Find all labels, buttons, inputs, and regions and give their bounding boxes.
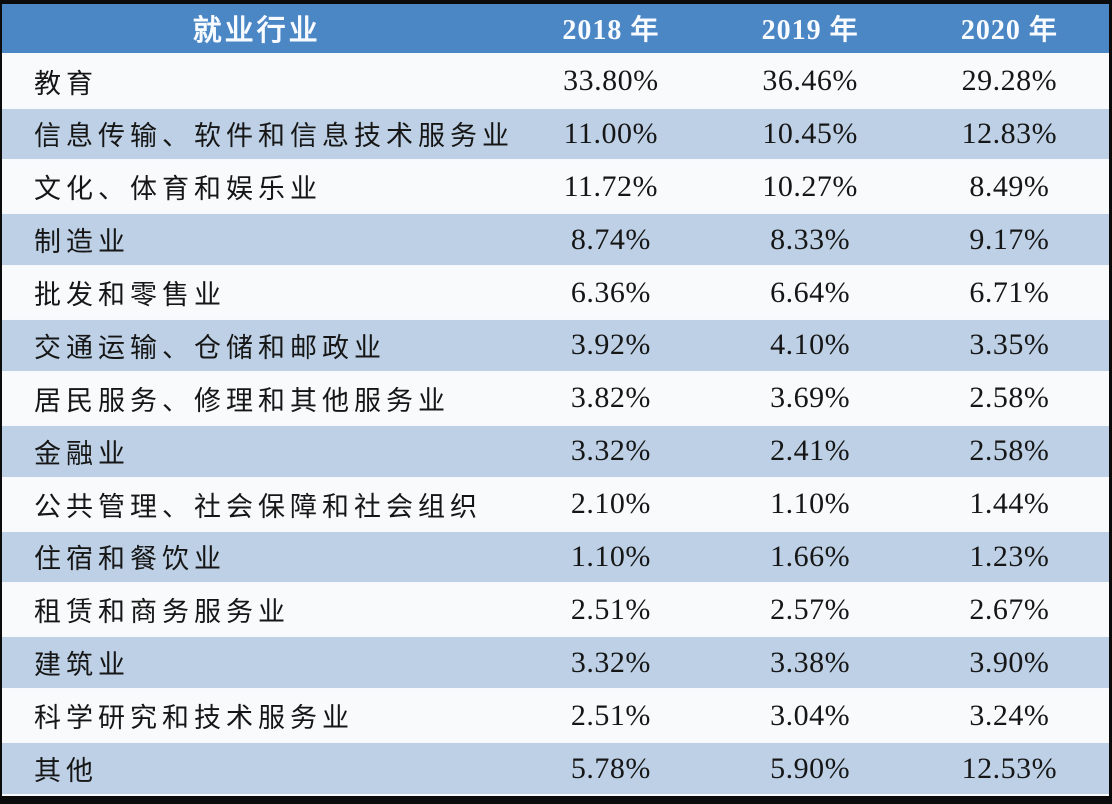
industry-cell: 居民服务、修理和其他服务业 <box>2 371 512 425</box>
table-row: 金融业 3.32% 2.41% 2.58% <box>2 424 1109 478</box>
table-row: 公共管理、社会保障和社会组织 2.10% 1.10% 1.44% <box>2 477 1109 531</box>
table-row: 教育 33.80% 36.46% 29.28% <box>2 54 1109 108</box>
table-row: 批发和零售业 6.36% 6.64% 6.71% <box>2 266 1109 320</box>
value-cell: 29.28% <box>909 54 1109 108</box>
industry-cell: 科学研究和技术服务业 <box>2 689 512 743</box>
value-cell: 3.35% <box>909 319 1109 372</box>
industry-cell: 教育 <box>2 54 512 108</box>
value-cell: 8.33% <box>710 213 910 267</box>
value-cell: 1.44% <box>909 477 1109 531</box>
value-cell: 3.69% <box>710 371 910 425</box>
value-cell: 36.46% <box>710 54 910 108</box>
value-cell: 8.74% <box>511 213 711 267</box>
table-head: 就业行业 2018 年 2019 年 2020 年 <box>2 4 1109 56</box>
table-row: 住宿和餐饮业 1.10% 1.66% 1.23% <box>2 530 1109 584</box>
industry-cell: 公共管理、社会保障和社会组织 <box>2 477 512 531</box>
table-row: 居民服务、修理和其他服务业 3.82% 3.69% 2.58% <box>2 371 1109 425</box>
year-column-header: 2018 年 <box>511 4 711 56</box>
value-cell: 12.83% <box>909 107 1109 161</box>
table-row: 交通运输、仓储和邮政业 3.92% 4.10% 3.35% <box>2 319 1109 372</box>
employment-industry-table: 就业行业 2018 年 2019 年 2020 年 教育 33.80% 36.46% 29.… <box>2 4 1109 796</box>
table-row: 文化、体育和娱乐业 11.72% 10.27% 8.49% <box>2 160 1109 214</box>
value-cell: 3.24% <box>909 689 1109 743</box>
value-cell: 12.53% <box>909 742 1109 795</box>
value-cell: 3.04% <box>710 689 910 743</box>
value-cell: 4.10% <box>710 319 910 372</box>
year-column-header: 2019 年 <box>710 4 910 56</box>
table-row: 建筑业 3.32% 3.38% 3.90% <box>2 636 1109 690</box>
industry-cell: 建筑业 <box>2 636 512 690</box>
value-cell: 2.51% <box>511 689 711 743</box>
table-row: 科学研究和技术服务业 2.51% 3.04% 3.24% <box>2 689 1109 743</box>
value-cell: 3.82% <box>511 371 711 425</box>
industry-cell: 批发和零售业 <box>2 266 512 320</box>
value-cell: 3.32% <box>511 424 711 478</box>
value-cell: 3.38% <box>710 636 910 690</box>
value-cell: 2.51% <box>511 583 711 637</box>
value-cell: 6.36% <box>511 266 711 320</box>
value-cell: 11.72% <box>511 160 711 214</box>
industry-cell: 交通运输、仓储和邮政业 <box>2 319 512 372</box>
value-cell: 8.49% <box>909 160 1109 214</box>
industry-cell: 文化、体育和娱乐业 <box>2 160 512 214</box>
value-cell: 1.10% <box>710 477 910 531</box>
value-cell: 3.92% <box>511 319 711 372</box>
value-cell: 2.58% <box>909 424 1109 478</box>
value-cell: 2.57% <box>710 583 910 637</box>
value-cell: 9.17% <box>909 213 1109 267</box>
industry-cell: 制造业 <box>2 213 512 267</box>
value-cell: 11.00% <box>511 107 711 161</box>
industry-cell: 住宿和餐饮业 <box>2 530 512 584</box>
industry-cell: 金融业 <box>2 424 512 478</box>
value-cell: 5.90% <box>710 742 910 795</box>
value-cell: 2.10% <box>511 477 711 531</box>
value-cell: 1.66% <box>710 530 910 584</box>
value-cell: 3.90% <box>909 636 1109 690</box>
table-header-row: 就业行业 2018 年 2019 年 2020 年 <box>2 4 1109 56</box>
industry-cell: 其他 <box>2 742 512 795</box>
industry-cell: 信息传输、软件和信息技术服务业 <box>2 107 512 161</box>
value-cell: 33.80% <box>511 54 711 108</box>
value-cell: 6.71% <box>909 266 1109 320</box>
table-row: 租赁和商务服务业 2.51% 2.57% 2.67% <box>2 583 1109 637</box>
value-cell: 2.67% <box>909 583 1109 637</box>
industry-column-header: 就业行业 <box>2 4 512 56</box>
table-row: 信息传输、软件和信息技术服务业 11.00% 10.45% 12.83% <box>2 107 1109 161</box>
value-cell: 10.27% <box>710 160 910 214</box>
value-cell: 2.58% <box>909 371 1109 425</box>
value-cell: 1.23% <box>909 530 1109 584</box>
year-column-header: 2020 年 <box>909 4 1109 56</box>
value-cell: 2.41% <box>710 424 910 478</box>
value-cell: 3.32% <box>511 636 711 690</box>
table-body: 教育 33.80% 36.46% 29.28% 信息传输、软件和信息技术服务业 11.00… <box>2 54 1109 795</box>
table-row: 其他 5.78% 5.90% 12.53% <box>2 742 1109 795</box>
value-cell: 6.64% <box>710 266 910 320</box>
value-cell: 10.45% <box>710 107 910 161</box>
table-row: 制造业 8.74% 8.33% 9.17% <box>2 213 1109 267</box>
value-cell: 5.78% <box>511 742 711 795</box>
value-cell: 1.10% <box>511 530 711 584</box>
industry-cell: 租赁和商务服务业 <box>2 583 512 637</box>
